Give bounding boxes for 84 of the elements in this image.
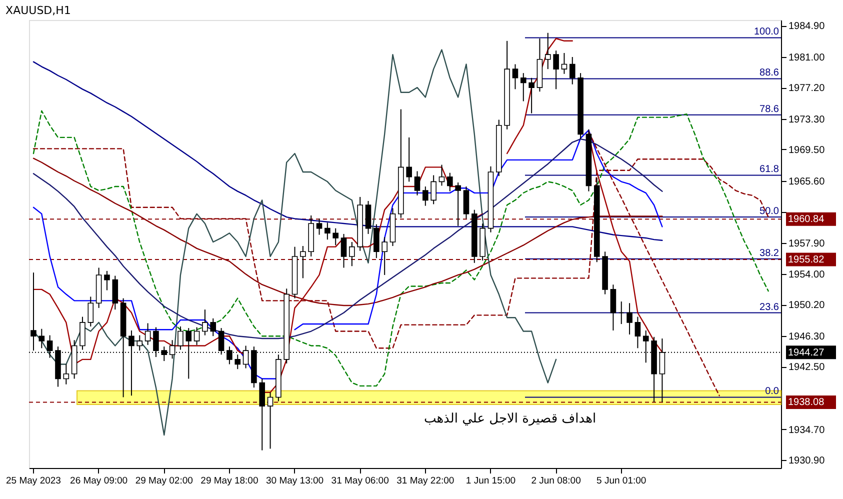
candlestick — [634, 316, 641, 349]
x-tick-label: 31 May 22:00 — [396, 476, 454, 486]
candlestick — [569, 56, 576, 85]
y-tick-label: 1984.90 — [788, 21, 826, 32]
annotation: 88.6 — [760, 68, 780, 79]
y-tick-label: 1965.60 — [788, 176, 826, 188]
ref-line-label: 1938.08 — [788, 397, 825, 408]
candlestick — [463, 186, 470, 220]
y-tick-label: 1981.00 — [788, 52, 826, 64]
candlestick — [528, 77, 534, 114]
y-tick-label: 1942.50 — [788, 362, 826, 374]
candlestick — [144, 322, 151, 346]
x-tick-label: 29 May 02:00 — [135, 476, 193, 486]
candlestick — [136, 334, 143, 352]
y-tick-label: 1977.20 — [788, 83, 826, 94]
candlestick — [194, 326, 200, 346]
candlestick — [512, 64, 518, 90]
candlestick — [626, 302, 632, 335]
ref-line-label: 1955.82 — [788, 254, 825, 266]
chart-title: XAUUSD,H1 — [6, 4, 71, 17]
candlestick — [300, 246, 306, 279]
candlestick — [210, 318, 216, 337]
x-tick-label: 25 May 2023 — [6, 476, 61, 486]
candlestick — [374, 224, 380, 259]
candlestick — [561, 52, 568, 74]
y-tick-label: 1946.30 — [788, 332, 826, 343]
candlestick — [38, 328, 45, 349]
candlestick — [267, 392, 274, 450]
candlestick — [186, 328, 192, 380]
x-tick-label: 30 May 13:00 — [266, 476, 324, 486]
x-tick-label: 29 May 18:00 — [200, 476, 258, 486]
ref-line-label: 1944.27 — [788, 347, 825, 358]
candlestick — [610, 284, 616, 331]
candlestick — [316, 218, 322, 236]
band-label: اهداف قصيرة الاجل علي الذهب — [424, 411, 596, 426]
x-tick-label: 1 Jun 15:00 — [466, 476, 516, 486]
line-series — [32, 61, 663, 241]
candlestick — [340, 233, 347, 268]
candlestick — [30, 272, 36, 352]
candlestick — [438, 164, 445, 186]
annotation: 0.0 — [765, 386, 780, 398]
candlestick — [202, 309, 208, 336]
y-tick-label: 1930.90 — [788, 455, 826, 466]
annotation: 23.6 — [760, 302, 780, 313]
candlestick — [382, 236, 388, 276]
candlestick — [406, 136, 412, 182]
candlestick — [365, 200, 372, 234]
candlestick — [455, 182, 461, 226]
x-tick-label: 2 Jun 08:00 — [531, 476, 581, 486]
candlestick — [553, 50, 559, 90]
candlestick — [88, 296, 94, 327]
annotation: 38.2 — [760, 248, 780, 259]
candlestick — [80, 316, 86, 350]
annotation: 50.0 — [760, 206, 780, 218]
annotation: 100.0 — [754, 26, 780, 38]
candlestick — [128, 330, 134, 396]
candlestick — [430, 174, 436, 205]
candlestick — [324, 222, 330, 240]
y-tick-label: 1954.00 — [788, 270, 826, 281]
x-tick-label: 5 Jun 01:00 — [596, 476, 646, 486]
x-tick-label: 26 May 09:00 — [70, 476, 128, 486]
candlestick — [104, 270, 110, 291]
candlestick — [259, 378, 266, 451]
y-tick-label: 1973.30 — [788, 114, 826, 126]
annotation: 61.8 — [760, 164, 780, 176]
candlestick — [349, 241, 355, 267]
candlestick — [544, 32, 551, 70]
ref-line-label: 1960.84 — [788, 214, 825, 226]
annotation: 78.6 — [760, 104, 780, 115]
candlestick — [618, 301, 624, 325]
candlestick — [112, 275, 118, 310]
candlestick — [520, 72, 526, 102]
candlestick — [414, 170, 420, 196]
candlestick — [63, 364, 70, 385]
y-tick-label: 1934.70 — [788, 424, 826, 436]
candlestick — [178, 326, 184, 350]
candlestick — [447, 172, 453, 192]
candlestick — [234, 354, 241, 370]
candlestick — [332, 228, 338, 246]
y-tick-label: 1950.20 — [788, 300, 826, 312]
y-tick-label: 1969.50 — [788, 144, 826, 156]
y-tick-label: 1957.90 — [788, 238, 826, 250]
candlestick — [422, 186, 428, 206]
x-tick-label: 31 May 06:00 — [331, 476, 389, 486]
